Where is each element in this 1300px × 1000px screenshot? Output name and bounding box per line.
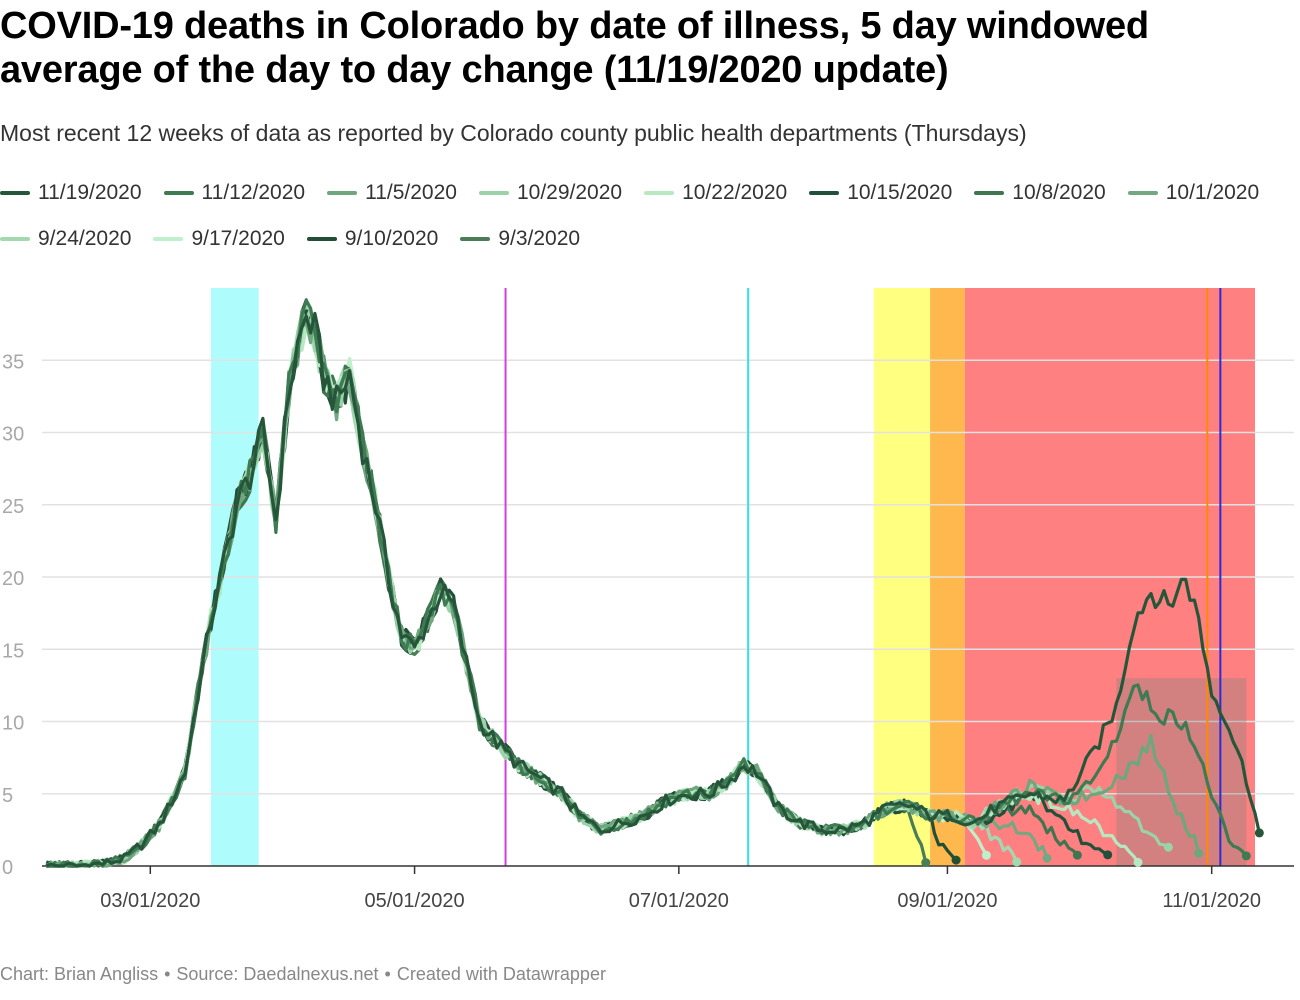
series-end-point [981, 850, 991, 860]
legend-swatch [306, 237, 337, 241]
legend-swatch [0, 237, 30, 241]
legend-swatch [1127, 191, 1158, 195]
legend-item: 10/1/2020 [1127, 180, 1260, 206]
footer-separator: • [164, 964, 171, 984]
series-line [45, 311, 1261, 868]
legend-swatch [478, 191, 509, 195]
legend-swatch [153, 237, 184, 241]
y-tick-label: 10 [2, 713, 24, 735]
y-tick-label: 15 [2, 640, 24, 662]
y-tick-label: 35 [2, 351, 24, 373]
legend-item: 11/19/2020 [0, 180, 142, 206]
legend-label: 11/19/2020 [38, 181, 142, 204]
legend-item: 11/12/2020 [163, 180, 306, 206]
series-end-point [1103, 850, 1113, 860]
legend-label: 9/10/2020 [344, 227, 439, 250]
y-tick-label: 30 [2, 424, 24, 446]
y-tick-label: 25 [2, 496, 24, 518]
chart-subtitle: Most recent 12 weeks of data as reported… [0, 120, 1027, 146]
legend-swatch [809, 191, 840, 195]
footer-author: Chart: Brian Angliss [0, 964, 159, 984]
legend-item: 10/15/2020 [809, 180, 952, 206]
legend-label: 10/15/2020 [847, 181, 953, 204]
legend-swatch [974, 191, 1005, 195]
series-end-point [921, 858, 931, 868]
legend-item: 10/22/2020 [644, 180, 787, 206]
legend-label: 11/12/2020 [201, 181, 306, 204]
legend-swatch [0, 191, 30, 195]
legend-label: 10/22/2020 [682, 181, 788, 204]
series-end-point [1133, 857, 1143, 867]
series-end-point [1163, 842, 1173, 852]
highlight-area [1116, 678, 1247, 866]
legend-item: 9/17/2020 [153, 226, 285, 252]
legend-swatch [327, 191, 358, 195]
legend-label: 9/24/2020 [38, 227, 132, 250]
legend-swatch [644, 191, 675, 195]
legend-label: 10/1/2020 [1165, 181, 1260, 204]
x-tick-label: 03/01/2020 [100, 890, 200, 912]
series-line [46, 306, 988, 868]
legend-swatch [163, 191, 194, 195]
footer-separator: • [384, 964, 391, 984]
legend-item: 11/5/2020 [327, 180, 457, 206]
series-end-point [1254, 828, 1264, 838]
y-tick-label: 0 [2, 857, 13, 879]
x-tick-label: 05/01/2020 [365, 890, 465, 912]
legend-item: 10/8/2020 [974, 180, 1106, 206]
footer-source: Source: Daedalnexus.net [176, 964, 379, 984]
series-line [46, 309, 1201, 868]
legend-item: 9/24/2020 [0, 226, 131, 252]
legend-item: 9/10/2020 [306, 226, 439, 252]
legend-label: 9/3/2020 [498, 227, 581, 250]
y-tick-label: 5 [2, 785, 13, 807]
chart-title: COVID-19 deaths in Colorado by date of i… [0, 5, 1149, 91]
series-end-point [951, 855, 961, 865]
series-end-point [1241, 851, 1251, 861]
series-end-point [1072, 850, 1082, 860]
x-tick-label: 07/01/2020 [629, 890, 729, 912]
legend-swatch [460, 237, 491, 241]
legend-item: 9/3/2020 [460, 226, 580, 252]
line-chart: 0 5 10 15 20 25 30 35 03/01/2020 05/01/2020 07/01/… [2, 288, 1294, 912]
legend-label: 10/8/2020 [1012, 181, 1106, 204]
chart-footer: Chart: Brian Angliss • Source: Daedalnexus… [0, 964, 606, 985]
x-tick-label: 11/01/2020 [1162, 890, 1261, 912]
series-end-point [1042, 853, 1052, 863]
legend-label: 10/29/2020 [516, 181, 623, 204]
x-tick-label: 09/01/2020 [897, 890, 997, 912]
series-end-point [1194, 848, 1204, 858]
legend-label: 9/17/2020 [191, 227, 285, 250]
legend-label: 11/5/2020 [365, 181, 457, 204]
legend-item: 10/29/2020 [478, 180, 623, 206]
series-end-point [1012, 857, 1022, 867]
chart-legend: 11/19/2020 11/12/2020 11/5/2020 10/29/2020 1… [0, 180, 1300, 252]
y-tick-label: 20 [2, 568, 24, 590]
series-line [45, 304, 1019, 868]
footer-created-with: Created with Datawrapper [396, 964, 606, 984]
